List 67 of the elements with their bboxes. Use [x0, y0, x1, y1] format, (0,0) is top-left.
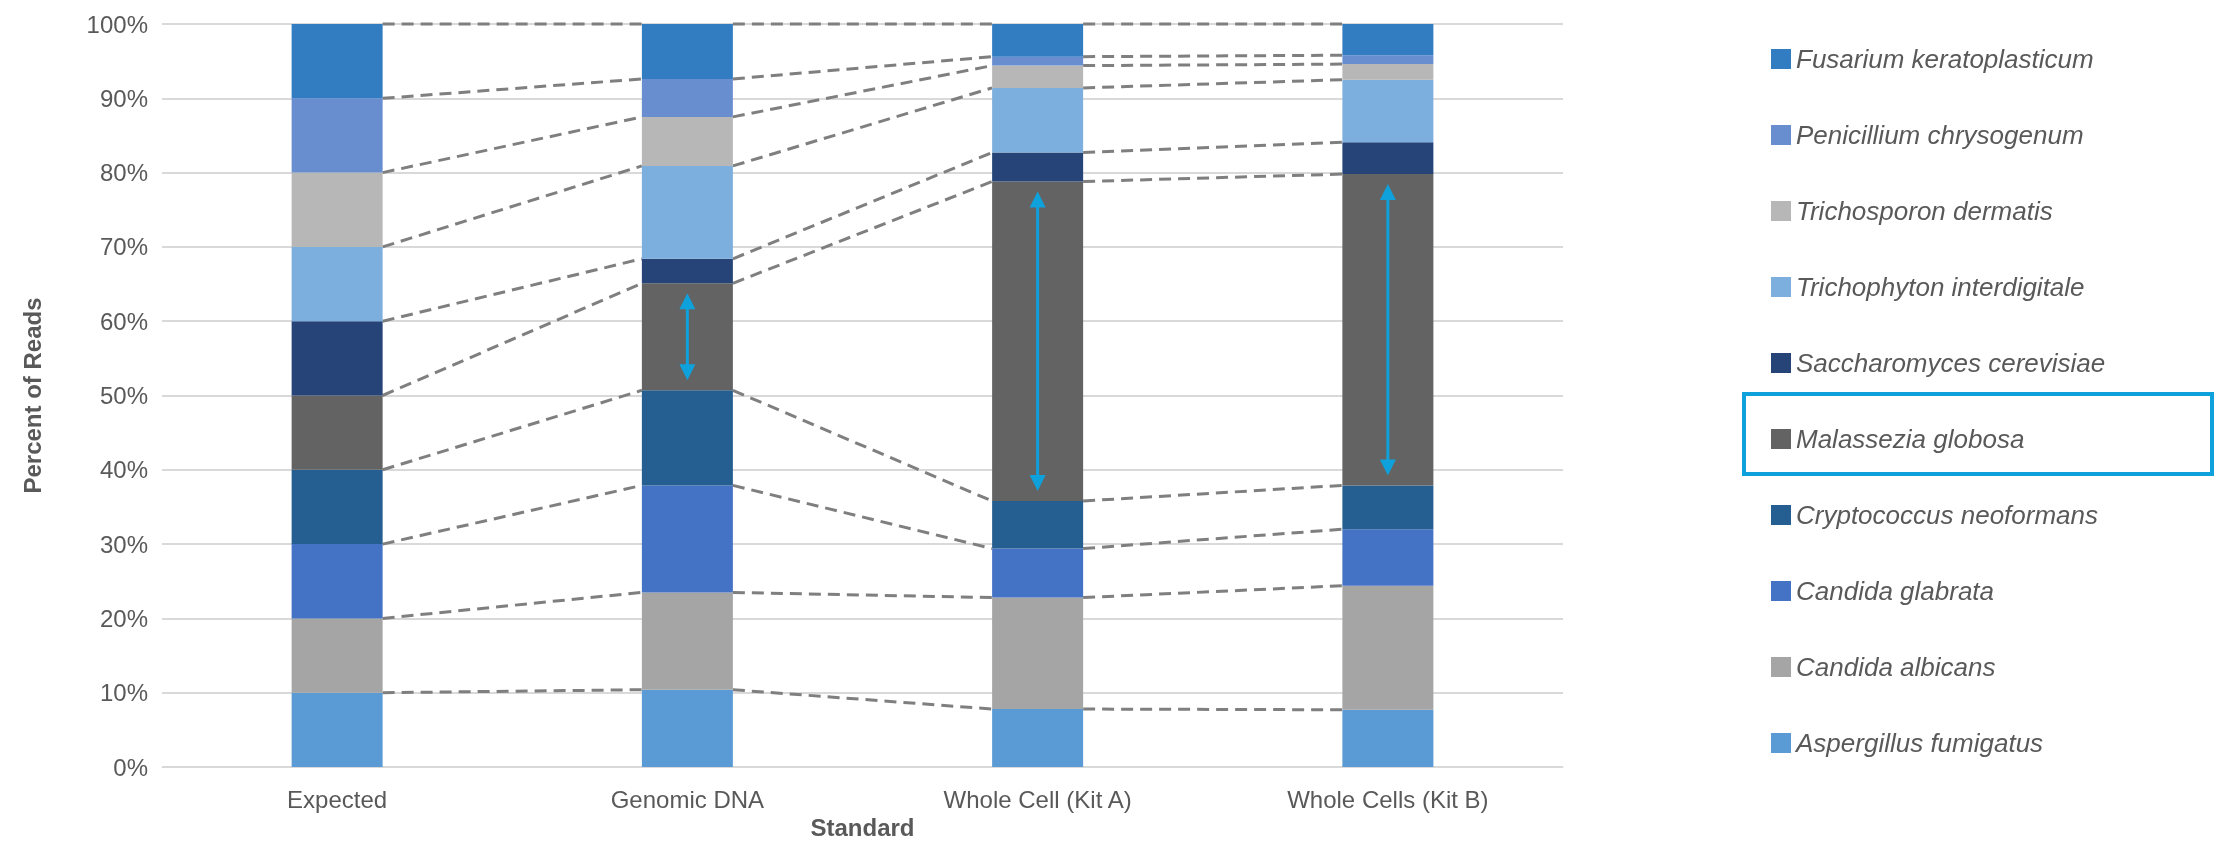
- bar: [992, 709, 1084, 767]
- x-tick-label: Genomic DNA: [610, 785, 765, 813]
- y-tick-label: 20%: [99, 604, 148, 632]
- bar: [1342, 529, 1434, 586]
- legend-label: Saccharomyces cerevisiae: [1796, 348, 2106, 378]
- legend-label: Aspergillus fumigatus: [1794, 728, 2044, 758]
- bar: [641, 24, 733, 79]
- bar: [992, 56, 1084, 66]
- y-tick-label: 100%: [86, 10, 148, 38]
- legend-label: Candida glabrata: [1796, 576, 1995, 606]
- legend-label: Malassezia globosa: [1796, 424, 2025, 454]
- x-tick-label: Expected: [287, 785, 388, 813]
- bar: [1342, 585, 1434, 710]
- bar: [641, 283, 733, 391]
- y-tick-label: 40%: [99, 456, 148, 484]
- bar: [291, 24, 383, 99]
- bar: [291, 692, 383, 767]
- bar: [992, 181, 1084, 502]
- bar: [641, 390, 733, 486]
- bar: [992, 597, 1084, 710]
- bar: [641, 78, 733, 117]
- y-tick-label: 50%: [99, 382, 148, 409]
- y-tick-label: 80%: [99, 159, 148, 187]
- bar: [291, 469, 383, 545]
- bar: [992, 65, 1084, 88]
- legend-label: Trichophyton interdigitale: [1796, 272, 2085, 302]
- x-tick-label: Whole Cells (Kit B): [1287, 785, 1489, 813]
- bar: [641, 592, 733, 690]
- y-tick-label: 70%: [99, 233, 148, 261]
- bar: [641, 485, 733, 593]
- legend-label: Candida albicans: [1796, 652, 1996, 682]
- x-tick-label: Whole Cell (Kit A): [943, 785, 1132, 813]
- y-tick-label: 30%: [99, 530, 148, 558]
- bar: [1342, 24, 1434, 56]
- bar: [992, 548, 1084, 598]
- legend-label: Fusarium keratoplasticum: [1796, 44, 2094, 74]
- bar: [1342, 174, 1434, 486]
- legend-label: Cryptococcus neoformans: [1796, 500, 2099, 530]
- bar: [992, 24, 1084, 57]
- bar: [1342, 142, 1434, 175]
- bar: [1342, 79, 1434, 143]
- bar: [291, 395, 383, 470]
- y-tick-label: 0%: [113, 753, 148, 781]
- legend-label: Trichosporon dermatis: [1796, 196, 2053, 226]
- bar: [291, 618, 383, 693]
- bar: [291, 246, 383, 322]
- bar: [641, 689, 733, 767]
- bar: [641, 116, 733, 166]
- y-tick-label: 90%: [99, 84, 148, 112]
- bar: [1342, 485, 1434, 530]
- x-axis-title: Standard: [810, 814, 915, 842]
- bar: [291, 172, 383, 247]
- legend-label: Penicillium chrysogenum: [1796, 120, 2084, 150]
- bar: [641, 258, 733, 284]
- bar: [1342, 55, 1434, 65]
- bar: [992, 87, 1084, 153]
- bar: [992, 501, 1084, 549]
- bar: [641, 165, 733, 259]
- bar: [1342, 709, 1434, 767]
- bar: [992, 152, 1084, 182]
- bar: [291, 321, 383, 396]
- bar: [291, 544, 383, 619]
- y-tick-label: 10%: [99, 679, 148, 707]
- bar: [291, 98, 383, 173]
- bar: [1342, 64, 1434, 80]
- y-tick-label: 60%: [99, 307, 148, 335]
- y-axis-title: Percent of Reads: [18, 297, 46, 494]
